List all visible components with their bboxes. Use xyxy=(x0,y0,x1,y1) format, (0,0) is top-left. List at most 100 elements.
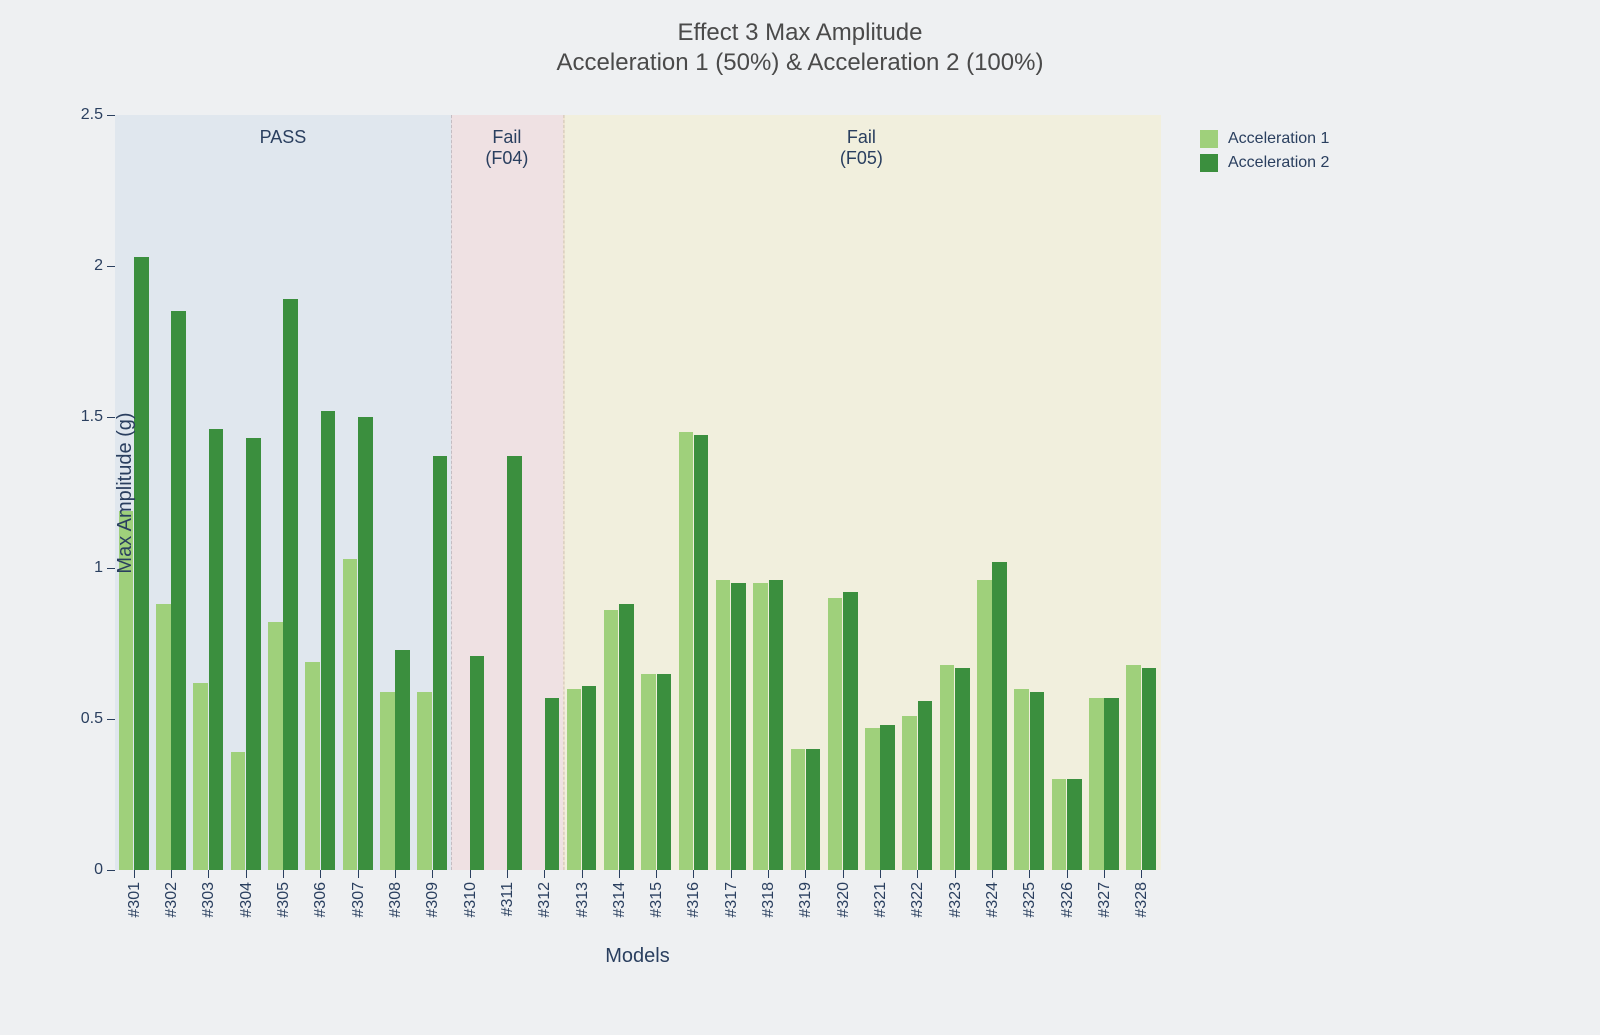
x-tick-label: #324 xyxy=(984,882,1002,918)
x-tick xyxy=(171,870,172,878)
bar xyxy=(753,583,768,870)
bar xyxy=(1126,665,1141,870)
bar xyxy=(321,411,336,870)
x-tick xyxy=(320,870,321,878)
bar xyxy=(865,728,880,870)
x-tick-label: #310 xyxy=(462,882,480,918)
legend-swatch xyxy=(1200,154,1218,172)
bar xyxy=(209,429,224,870)
bar xyxy=(828,598,843,870)
legend-label: Acceleration 1 xyxy=(1228,130,1329,148)
bar xyxy=(902,716,917,870)
y-axis-label: Max Amplitude (g) xyxy=(114,412,137,573)
x-tick-label: #306 xyxy=(312,882,330,918)
x-tick-label: #305 xyxy=(275,882,293,918)
x-tick xyxy=(917,870,918,878)
bar xyxy=(955,668,970,870)
y-tick-label: 2.5 xyxy=(81,106,103,124)
x-tick xyxy=(731,870,732,878)
bar xyxy=(417,692,432,870)
y-tick-label: 1 xyxy=(94,559,103,577)
x-tick-label: #323 xyxy=(947,882,965,918)
title-line-1: Effect 3 Max Amplitude xyxy=(677,19,922,46)
x-tick-label: #321 xyxy=(872,882,890,918)
y-tick xyxy=(107,266,115,267)
x-tick-label: #314 xyxy=(611,882,629,918)
bar xyxy=(193,683,208,870)
y-tick xyxy=(107,870,115,871)
x-tick xyxy=(992,870,993,878)
x-tick-label: #316 xyxy=(685,882,703,918)
plot-area: PASSFail (F04)Fail (F05) 00.511.522.5 #3… xyxy=(115,115,1160,870)
x-tick xyxy=(880,870,881,878)
y-tick-label: 0 xyxy=(94,861,103,879)
y-tick-label: 0.5 xyxy=(81,710,103,728)
x-tick xyxy=(1104,870,1105,878)
y-tick xyxy=(107,115,115,116)
x-tick xyxy=(619,870,620,878)
y-tick-label: 1.5 xyxy=(81,408,103,426)
y-tick xyxy=(107,719,115,720)
bar xyxy=(731,583,746,870)
bar xyxy=(567,689,582,870)
bar xyxy=(992,562,1007,870)
bar xyxy=(1067,779,1082,870)
bar xyxy=(694,435,709,870)
legend: Acceleration 1 Acceleration 2 xyxy=(1200,130,1329,178)
bar xyxy=(604,610,619,870)
x-tick-label: #301 xyxy=(126,882,144,918)
x-tick xyxy=(134,870,135,878)
x-tick xyxy=(955,870,956,878)
x-tick-label: #318 xyxy=(760,882,778,918)
x-tick xyxy=(693,870,694,878)
bar xyxy=(769,580,784,870)
region-label-0: PASS xyxy=(115,127,451,148)
bar xyxy=(657,674,672,870)
x-tick-label: #312 xyxy=(536,882,554,918)
bar xyxy=(880,725,895,870)
x-tick xyxy=(843,870,844,878)
bar xyxy=(716,580,731,870)
x-tick xyxy=(395,870,396,878)
x-tick xyxy=(656,870,657,878)
x-tick xyxy=(283,870,284,878)
bar xyxy=(156,604,171,870)
x-tick xyxy=(768,870,769,878)
legend-swatch xyxy=(1200,130,1218,148)
bar xyxy=(806,749,821,870)
bar xyxy=(470,656,485,870)
bar xyxy=(1014,689,1029,870)
bar xyxy=(305,662,320,870)
bar xyxy=(791,749,806,870)
legend-item: Acceleration 2 xyxy=(1200,154,1329,172)
bar xyxy=(380,692,395,870)
region-label-1: Fail (F04) xyxy=(451,127,563,169)
bar xyxy=(1089,698,1104,870)
bar xyxy=(843,592,858,870)
bar xyxy=(918,701,933,870)
x-tick-label: #311 xyxy=(499,882,517,916)
bar xyxy=(283,299,298,870)
x-tick-label: #328 xyxy=(1133,882,1151,918)
bar xyxy=(619,604,634,870)
bar xyxy=(641,674,656,870)
bar xyxy=(940,665,955,870)
x-tick xyxy=(1141,870,1142,878)
bar xyxy=(246,438,261,870)
x-tick-label: #319 xyxy=(797,882,815,918)
x-tick xyxy=(1029,870,1030,878)
title-line-2: Acceleration 1 (50%) & Acceleration 2 (1… xyxy=(557,49,1044,76)
legend-label: Acceleration 2 xyxy=(1228,154,1329,172)
bar xyxy=(1104,698,1119,870)
x-tick-label: #326 xyxy=(1059,882,1077,918)
x-tick xyxy=(432,870,433,878)
bar xyxy=(545,698,560,870)
x-tick xyxy=(1067,870,1068,878)
x-tick-label: #320 xyxy=(835,882,853,918)
x-tick xyxy=(805,870,806,878)
x-axis-label: Models xyxy=(115,945,1160,968)
bar xyxy=(433,456,448,870)
x-tick-label: #322 xyxy=(909,882,927,918)
x-tick xyxy=(246,870,247,878)
bar xyxy=(1030,692,1045,870)
